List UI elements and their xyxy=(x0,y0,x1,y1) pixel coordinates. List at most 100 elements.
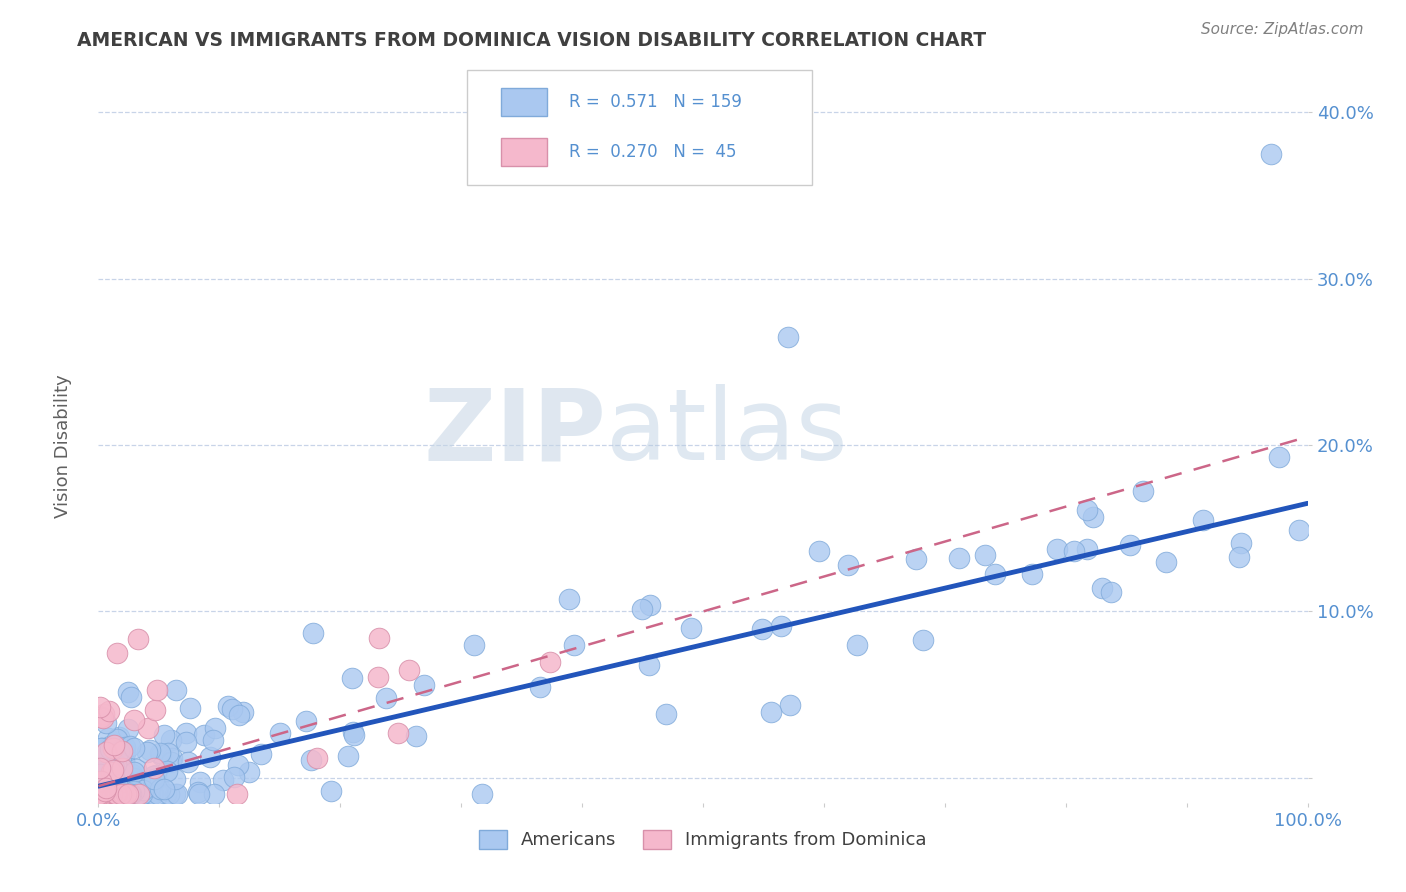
Point xyxy=(104,757,127,772)
Point xyxy=(846,638,869,652)
Point xyxy=(101,763,124,777)
Point xyxy=(132,783,155,797)
Point xyxy=(87,775,110,789)
Point xyxy=(94,782,117,797)
Point xyxy=(107,744,129,758)
Point xyxy=(562,638,585,652)
Point xyxy=(153,728,176,742)
Point xyxy=(1288,523,1310,537)
Point xyxy=(655,707,678,722)
Point xyxy=(187,785,209,799)
Point xyxy=(367,670,389,684)
Point xyxy=(94,781,117,796)
Point xyxy=(319,784,342,798)
Point xyxy=(165,772,187,787)
Point xyxy=(89,761,111,775)
Point xyxy=(217,698,239,713)
Point xyxy=(114,739,136,754)
Point xyxy=(103,738,125,752)
Point xyxy=(136,745,159,759)
Point xyxy=(984,566,1007,581)
Point xyxy=(228,758,250,772)
Point xyxy=(124,740,146,755)
Point xyxy=(157,788,180,802)
Point xyxy=(759,705,782,719)
Point xyxy=(905,552,928,566)
Point xyxy=(157,746,180,760)
Point xyxy=(143,772,166,786)
Point xyxy=(225,788,247,802)
Point xyxy=(188,788,211,802)
Point xyxy=(111,788,134,802)
Point xyxy=(120,788,142,802)
Point xyxy=(1119,538,1142,552)
Point xyxy=(94,788,117,802)
Point xyxy=(211,772,233,787)
Point xyxy=(1229,536,1251,550)
FancyBboxPatch shape xyxy=(501,138,547,166)
Point xyxy=(103,776,125,790)
Point xyxy=(110,766,132,780)
Point xyxy=(89,767,111,781)
Point xyxy=(112,754,135,768)
Point xyxy=(149,746,172,760)
Point xyxy=(108,731,131,745)
Point xyxy=(176,735,198,749)
Point xyxy=(1063,544,1085,558)
Point xyxy=(155,788,177,802)
Point xyxy=(110,756,132,770)
Text: Vision Disability: Vision Disability xyxy=(55,374,72,518)
Point xyxy=(110,788,132,802)
Point xyxy=(105,646,128,660)
Point xyxy=(152,781,174,796)
Point xyxy=(299,753,322,767)
Point xyxy=(179,701,201,715)
Point xyxy=(538,656,561,670)
Point xyxy=(165,788,187,802)
Point xyxy=(98,704,121,718)
Point xyxy=(111,743,134,757)
Point xyxy=(136,721,159,735)
Point xyxy=(128,788,150,802)
Point xyxy=(159,733,181,747)
Point xyxy=(89,788,111,802)
Point xyxy=(141,788,163,802)
Point xyxy=(769,618,792,632)
Point xyxy=(112,788,135,802)
Point xyxy=(110,788,132,802)
Point xyxy=(1132,484,1154,499)
Point xyxy=(98,739,121,753)
Point xyxy=(107,788,129,802)
Point xyxy=(779,698,801,712)
Text: atlas: atlas xyxy=(606,384,848,481)
Point xyxy=(204,788,226,802)
Point xyxy=(387,725,409,739)
Point xyxy=(103,788,125,802)
Point xyxy=(121,788,143,802)
Point xyxy=(117,788,139,802)
Point xyxy=(103,761,125,775)
Point xyxy=(156,764,179,778)
Point xyxy=(948,551,970,566)
Point xyxy=(638,598,661,612)
Point xyxy=(204,721,226,735)
Point xyxy=(139,788,162,802)
Point xyxy=(368,631,391,645)
Point xyxy=(166,788,188,802)
Point xyxy=(118,776,141,790)
Point xyxy=(89,788,111,802)
Text: AMERICAN VS IMMIGRANTS FROM DOMINICA VISION DISABILITY CORRELATION CHART: AMERICAN VS IMMIGRANTS FROM DOMINICA VIS… xyxy=(77,31,987,50)
Point xyxy=(101,788,124,802)
Point xyxy=(463,638,485,652)
Point xyxy=(1229,549,1251,564)
Text: ZIP: ZIP xyxy=(423,384,606,481)
Point xyxy=(558,592,581,607)
Point xyxy=(120,690,142,704)
Point xyxy=(228,708,250,723)
Point xyxy=(122,784,145,798)
Point xyxy=(160,756,183,770)
Point xyxy=(974,549,997,563)
Point xyxy=(165,683,187,698)
Point xyxy=(110,788,132,802)
Point xyxy=(114,746,136,760)
